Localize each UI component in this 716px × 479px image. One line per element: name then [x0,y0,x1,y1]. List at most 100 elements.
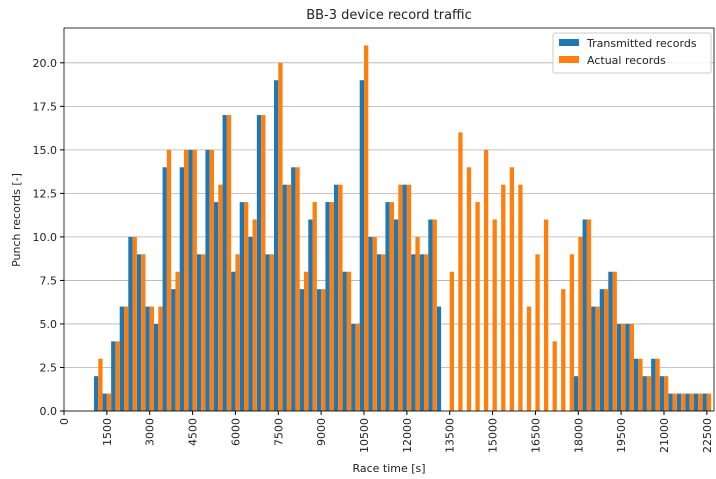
bar [158,306,163,411]
bar [312,202,317,411]
bar [544,219,549,411]
bar [655,358,660,411]
bar [492,219,497,411]
bar [359,80,364,412]
y-tick-label: 20.0 [33,57,58,70]
bar [265,254,270,411]
bar [659,376,664,411]
bar [252,219,257,411]
bar [535,254,540,411]
bar [98,358,103,411]
bar [94,376,99,411]
x-tick-label: 3000 [144,418,157,446]
bar [205,149,210,411]
bar [698,393,703,411]
bar [608,271,613,411]
bar [145,306,150,411]
bar [685,393,690,411]
bar [201,254,206,411]
legend-swatch [559,56,579,63]
bar [286,184,292,411]
bar [385,202,390,411]
bar [501,184,506,411]
bar [111,341,116,411]
bar [325,202,330,411]
bar [188,149,193,411]
bar [364,45,369,412]
y-axis-label: Punch records [-] [10,173,23,267]
bar [166,149,172,411]
bar [612,271,617,411]
x-tick-label: 4500 [187,418,200,446]
bar [372,236,377,411]
x-tick-label: 13500 [444,418,457,453]
chart-title: BB-3 device record traffic [306,8,472,23]
bar [351,323,356,411]
y-tick-label: 7.5 [40,274,58,287]
bar [664,376,669,411]
plot-frame [63,27,715,412]
bar [162,167,167,411]
x-tick-label: 22500 [701,418,714,453]
bar [672,393,677,411]
bar [629,323,634,411]
bar [278,62,283,412]
bar [616,323,622,411]
x-tick-label: 15000 [487,418,500,453]
bar [466,167,472,411]
bar [154,323,159,411]
bar [128,236,133,411]
bar [141,254,146,411]
bar [248,236,253,411]
bar [102,393,107,411]
x-tick-label: 1500 [101,418,114,446]
bar [415,236,420,411]
bar [214,202,219,411]
bar [578,236,583,411]
x-tick-label: 6000 [229,418,242,446]
bar [484,149,489,411]
bar [338,184,343,411]
bar [179,167,184,411]
bar [269,254,274,411]
x-tick-label: 9000 [315,418,328,446]
x-tick-label: 18000 [572,418,585,453]
bar [642,376,647,411]
bar [586,219,592,411]
bar [634,358,639,411]
bar [218,184,223,411]
bar [222,115,227,411]
y-tick-label: 15.0 [33,144,58,157]
bar [291,167,296,411]
bar [231,271,236,411]
bar [244,202,249,411]
bar [651,358,656,411]
y-tick-label: 5.0 [40,318,58,331]
bar [334,184,339,411]
bar [304,271,309,411]
bar [136,254,142,411]
bar [346,271,352,411]
x-tick-label: 21000 [658,418,671,453]
bar [256,115,262,411]
bar [394,219,399,411]
x-tick-label: 0 [58,418,71,425]
bar [419,254,424,411]
bar [702,393,707,411]
y-tick-label: 0.0 [40,405,58,418]
bar [389,202,394,411]
bar [668,393,673,411]
bar [171,289,176,411]
bar [175,271,180,411]
bar [124,306,129,411]
x-tick-label: 12000 [401,418,414,453]
bar [676,393,682,411]
bar [621,323,626,411]
bar [689,393,694,411]
bar [376,254,382,411]
bar [428,219,433,411]
bar [295,167,300,411]
bar [119,306,124,411]
bar [299,289,304,411]
